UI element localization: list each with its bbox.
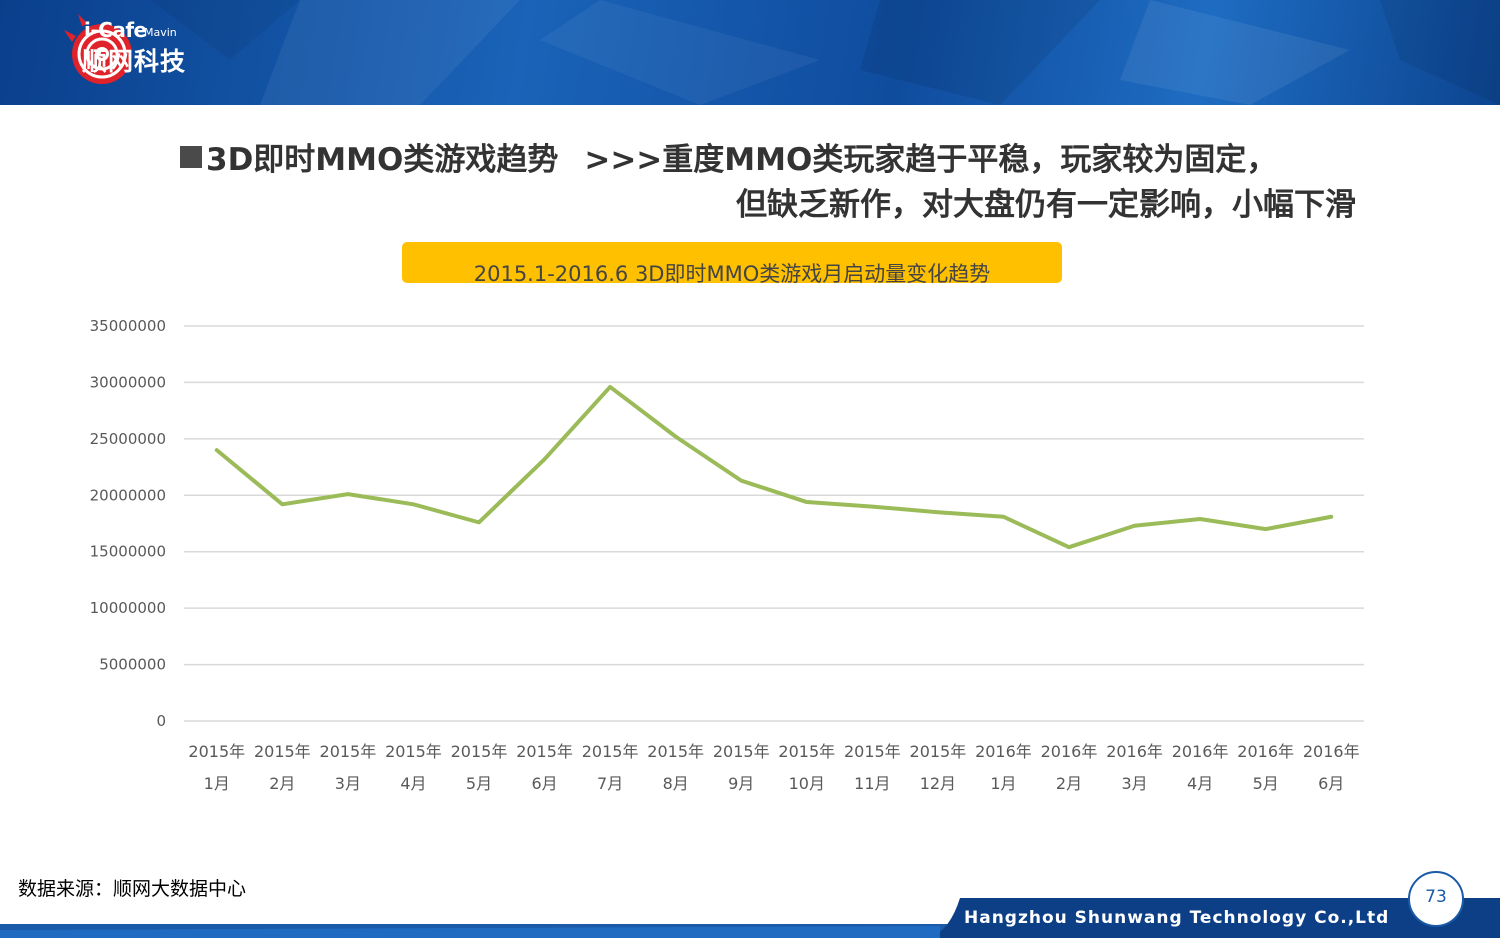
banner-pattern (150, 0, 1500, 105)
heading-topic: 3D即时MMO类游戏趋势 (206, 142, 559, 178)
y-tick-label: 25000000 (90, 430, 166, 448)
y-tick-label: 20000000 (90, 486, 166, 504)
x-tick-label: 2月 (1056, 774, 1082, 793)
footer-bar (0, 898, 1500, 938)
x-tick-label: 7月 (597, 774, 623, 793)
x-tick-label: 6月 (1318, 774, 1344, 793)
x-tick-label: 1月 (204, 774, 230, 793)
x-tick-label: 2015年 (647, 742, 704, 761)
x-tick-label: 6月 (531, 774, 557, 793)
x-tick-label: 2016年 (1303, 742, 1360, 761)
x-tick-label: 2016年 (1041, 742, 1098, 761)
y-tick-label: 15000000 (90, 543, 166, 561)
x-tick-label: 2015年 (320, 742, 377, 761)
x-tick-label: 2015年 (254, 742, 311, 761)
logo-target-icon (64, 14, 132, 84)
x-tick-label: 4月 (1187, 774, 1213, 793)
slide-heading: 3D即时MMO类游戏趋势 >>>重度MMO类玩家趋于平稳，玩家较为固定， (180, 134, 1277, 179)
x-tick-label: 9月 (728, 774, 754, 793)
x-tick-label: 2015年 (451, 742, 508, 761)
x-tick-label: 10月 (789, 774, 825, 793)
x-tick-label: 12月 (920, 774, 956, 793)
x-tick-label: 2016年 (975, 742, 1032, 761)
heading-conclusion-line2: 但缺乏新作，对大盘仍有一定影响，小幅下滑 (736, 187, 1356, 223)
y-tick-label: 30000000 (90, 373, 166, 391)
x-tick-label: 2015年 (188, 742, 245, 761)
series-line (214, 384, 1334, 550)
x-tick-label: 5月 (466, 774, 492, 793)
x-tick-label: 1月 (990, 774, 1016, 793)
x-tick-label: 2015年 (582, 742, 639, 761)
page-number: 73 (1425, 887, 1447, 907)
y-tick-label: 0 (156, 712, 166, 730)
x-tick-label: 2016年 (1106, 742, 1163, 761)
company-name: Hangzhou Shunwang Technology Co.,Ltd (964, 908, 1390, 928)
x-tick-label: 5月 (1253, 774, 1279, 793)
x-tick-label: 3月 (1121, 774, 1147, 793)
page-number-badge (1408, 871, 1464, 927)
header-banner: i-Cafe Mavin 顺网科技 (0, 0, 1500, 105)
logo-cn: 顺网科技 (82, 47, 187, 76)
x-tick-label: 11月 (854, 774, 890, 793)
chart-title-box (402, 242, 1062, 283)
x-tick-label: 2016年 (1237, 742, 1294, 761)
square-bullet-icon (180, 146, 202, 168)
line-chart: 0 5000000 10000000 15000000 20000000 25000000… (90, 317, 1364, 793)
chart-title: 2015.1-2016.6 3D即时MMO类游戏月启动量变化趋势 (473, 262, 991, 286)
x-tick-label: 2015年 (778, 742, 835, 761)
data-source: 数据来源：顺网大数据中心 (18, 878, 247, 900)
x-tick-label: 2015年 (713, 742, 770, 761)
logo-sub: Mavin (144, 26, 177, 39)
y-tick-label: 35000000 (90, 317, 166, 335)
x-tick-label: 2015年 (844, 742, 901, 761)
y-tick-label: 5000000 (99, 656, 166, 674)
x-tick-label: 2月 (269, 774, 295, 793)
x-tick-label: 2015年 (516, 742, 573, 761)
x-tick-label: 2015年 (910, 742, 967, 761)
logo-brand: i-Cafe (84, 18, 147, 42)
x-tick-label: 2015年 (385, 742, 442, 761)
heading-conclusion-line1: >>>重度MMO类玩家趋于平稳，玩家较为固定， (584, 142, 1278, 178)
x-tick-label: 8月 (663, 774, 689, 793)
x-tick-label: 2016年 (1172, 742, 1229, 761)
x-tick-label: 3月 (335, 774, 361, 793)
x-tick-label: 4月 (400, 774, 426, 793)
y-tick-label: 10000000 (90, 599, 166, 617)
